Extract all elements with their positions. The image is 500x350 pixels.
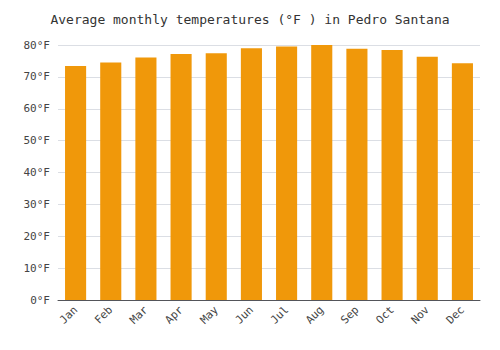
svg-text:40°F: 40°F xyxy=(24,166,51,179)
svg-text:Average monthly temperatures (: Average monthly temperatures (°F ) in Pe… xyxy=(50,12,449,27)
svg-text:Mar: Mar xyxy=(127,303,150,326)
svg-text:Jan: Jan xyxy=(57,303,80,326)
svg-text:Sep: Sep xyxy=(338,303,361,326)
svg-text:10°F: 10°F xyxy=(24,262,51,275)
svg-text:80°F: 80°F xyxy=(24,39,51,52)
svg-text:0°F: 0°F xyxy=(30,294,50,307)
svg-text:60°F: 60°F xyxy=(24,102,51,115)
svg-text:Jul: Jul xyxy=(268,303,291,326)
svg-text:May: May xyxy=(198,303,221,326)
svg-text:Jun: Jun xyxy=(233,303,256,326)
svg-text:Aug: Aug xyxy=(303,303,326,326)
svg-text:Oct: Oct xyxy=(373,303,396,326)
svg-text:Dec: Dec xyxy=(444,303,467,326)
svg-text:Feb: Feb xyxy=(92,303,115,326)
svg-text:20°F: 20°F xyxy=(24,230,51,243)
svg-text:Nov: Nov xyxy=(409,303,432,326)
svg-text:50°F: 50°F xyxy=(24,134,51,147)
svg-text:Apr: Apr xyxy=(162,303,185,326)
svg-text:70°F: 70°F xyxy=(24,70,51,83)
svg-text:30°F: 30°F xyxy=(24,198,51,211)
